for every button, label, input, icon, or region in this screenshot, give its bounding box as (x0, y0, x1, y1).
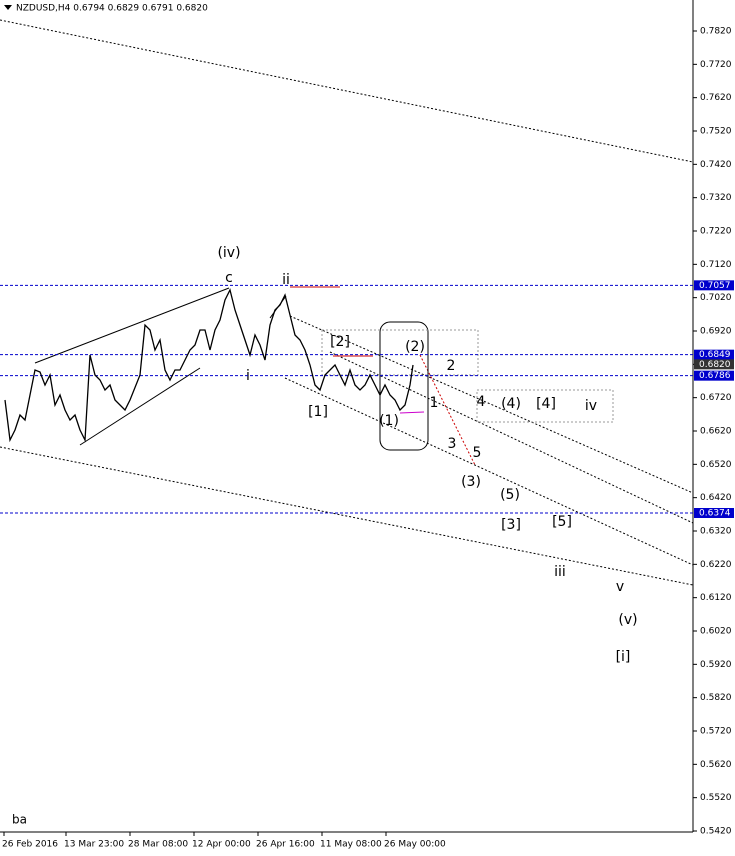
zone-box (476, 389, 614, 423)
y-tick-label: 0.7720 (700, 60, 732, 70)
y-tick-label: 0.5520 (700, 793, 732, 803)
wave-labels: (iv) c ii i [2] [1] (2) (1) 2 1 3 4 5 (4… (217, 245, 637, 665)
level-label: 0.6820 (699, 360, 731, 370)
wave-label: [i] (616, 649, 631, 665)
wave-label: v (616, 579, 624, 595)
wave-label: (1) (379, 413, 399, 429)
wave-label: 2 (447, 358, 456, 374)
chart-title: NZDUSD,H4 0.6794 0.6829 0.6791 0.6820 (16, 4, 208, 14)
channel-line (289, 315, 694, 494)
level-box (694, 280, 734, 291)
wave-label: (3) (461, 474, 481, 490)
y-tick-label: 0.7220 (700, 227, 732, 237)
wave-label: (2) (405, 339, 425, 355)
wave-label: c (225, 270, 233, 286)
channel-line (329, 351, 694, 524)
wave-label: [2] (330, 334, 350, 350)
wedge-line (79, 367, 201, 446)
y-tick-label: 0.6320 (700, 527, 732, 537)
y-tick-label: 0.5720 (700, 727, 732, 737)
wave-label: [4] (536, 396, 556, 412)
y-tick-label: 0.6920 (700, 327, 732, 337)
wave-label: [1] (308, 404, 328, 420)
channel-line (0, 19, 694, 163)
footer-text: ba (12, 813, 27, 827)
y-tick-label: 0.5920 (700, 660, 732, 670)
channel-line (284, 377, 694, 566)
wave-label: [3] (501, 517, 521, 533)
level-box (694, 370, 734, 381)
y-tick-label: 0.6020 (700, 627, 732, 637)
y-tick-label: 0.7520 (700, 127, 732, 137)
zone-box (321, 329, 479, 376)
price-line (4, 288, 414, 443)
wave-label: [5] (552, 514, 572, 530)
wave-label: 3 (448, 436, 457, 452)
y-tick-label: 0.6520 (700, 460, 732, 470)
y-tick-label: 0.7120 (700, 260, 732, 270)
y-tick-label: 0.7320 (700, 193, 732, 203)
wave-label: ii (282, 272, 290, 288)
y-tick-label: 0.6120 (700, 593, 732, 603)
wave-label: (4) (501, 396, 521, 412)
y-tick-label: 0.6720 (700, 393, 732, 403)
x-tick-label: 26 Apr 16:00 (256, 840, 315, 850)
channel-line (0, 446, 694, 586)
y-tick-label: 0.7620 (700, 93, 732, 103)
level-label: 0.7057 (699, 281, 731, 291)
y-tick-label: 0.6220 (700, 560, 732, 570)
y-tick-label: 0.7420 (700, 160, 732, 170)
wedge-line (34, 287, 230, 364)
wave-label: (v) (618, 612, 637, 628)
wave-label: iv (585, 398, 597, 414)
x-tick-label: 26 Feb 2016 (2, 840, 58, 850)
y-tick-label: 0.7820 (700, 27, 732, 37)
wave-label: 5 (473, 445, 482, 461)
marker-line (399, 411, 425, 414)
y-tick-label: 0.5420 (700, 827, 732, 837)
x-tick-label: 11 May 08:00 (320, 840, 382, 850)
drawings (0, 19, 694, 586)
y-tick-label: 0.5820 (700, 693, 732, 703)
wave-label: 4 (477, 394, 486, 410)
level-box (694, 359, 734, 370)
level-box (694, 508, 734, 518)
projection-line (419, 354, 476, 466)
wave-label: (5) (500, 487, 520, 503)
x-tick-label: 26 May 00:00 (384, 840, 446, 850)
header-icon (4, 5, 12, 10)
level-box (694, 349, 734, 360)
level-label: 0.6374 (699, 509, 731, 519)
focus-box (379, 321, 429, 451)
x-tick-label: 28 Mar 08:00 (128, 840, 188, 850)
level-label: 0.6786 (699, 371, 731, 381)
wave-label: iii (554, 564, 566, 580)
x-tick-label: 12 Apr 00:00 (192, 840, 251, 850)
level-label: 0.6849 (699, 350, 731, 360)
x-tick-label: 13 Mar 23:00 (64, 840, 124, 850)
wave-label: (iv) (217, 245, 240, 261)
y-tick-label: 0.6620 (700, 427, 732, 437)
y-tick-label: 0.6420 (700, 493, 732, 503)
y-tick-label: 0.5620 (700, 760, 732, 770)
wave-label: 1 (430, 395, 439, 411)
y-tick-label: 0.7020 (700, 293, 732, 303)
